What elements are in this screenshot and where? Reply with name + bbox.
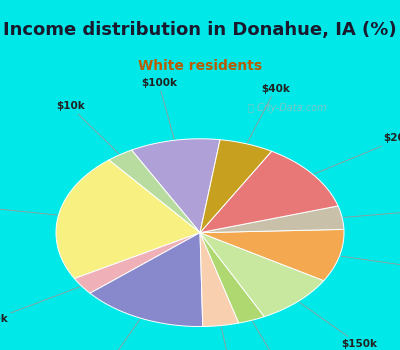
Text: $75k: $75k xyxy=(89,319,140,350)
Text: $50k: $50k xyxy=(341,256,400,275)
Text: $150k: $150k xyxy=(299,302,377,349)
Polygon shape xyxy=(56,160,200,279)
Text: $40k: $40k xyxy=(247,84,290,143)
Polygon shape xyxy=(200,206,344,233)
Polygon shape xyxy=(200,229,344,281)
Polygon shape xyxy=(109,150,200,233)
Polygon shape xyxy=(132,139,220,233)
Text: ⓘ City-Data.com: ⓘ City-Data.com xyxy=(248,103,327,112)
Text: Income distribution in Donahue, IA (%): Income distribution in Donahue, IA (%) xyxy=(3,21,397,39)
Polygon shape xyxy=(200,151,338,233)
Text: $20k: $20k xyxy=(0,287,80,324)
Polygon shape xyxy=(200,233,324,317)
Text: $10k: $10k xyxy=(56,101,119,154)
Polygon shape xyxy=(200,233,239,327)
Text: $200k: $200k xyxy=(314,133,400,174)
Text: $125k: $125k xyxy=(0,199,57,215)
Text: $30k: $30k xyxy=(220,327,248,350)
Text: $100k: $100k xyxy=(141,78,177,139)
Polygon shape xyxy=(200,233,264,323)
Polygon shape xyxy=(90,233,203,327)
Polygon shape xyxy=(200,140,272,233)
Text: $60k: $60k xyxy=(252,321,298,350)
Polygon shape xyxy=(74,233,200,293)
Text: White residents: White residents xyxy=(138,60,262,74)
Text: > $200k: > $200k xyxy=(344,203,400,217)
